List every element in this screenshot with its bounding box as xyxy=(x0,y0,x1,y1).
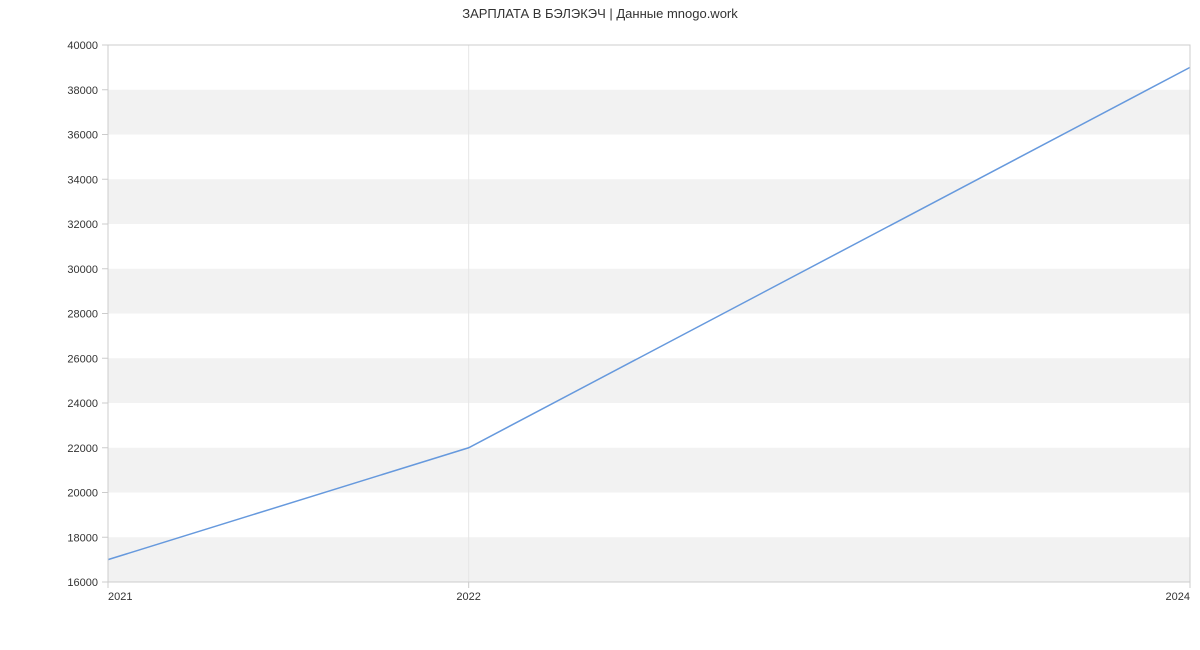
y-tick-label: 20000 xyxy=(67,488,98,500)
x-tick-label: 2024 xyxy=(1166,591,1190,603)
y-tick-label: 16000 xyxy=(67,577,98,589)
y-tick-label: 18000 xyxy=(67,532,98,544)
x-tick-label: 2021 xyxy=(108,591,132,603)
plot-band xyxy=(108,179,1190,224)
plot-band xyxy=(108,269,1190,314)
plot-band xyxy=(108,90,1190,135)
y-tick-label: 34000 xyxy=(67,174,98,186)
chart-svg: 16000 18000 20000 22000 24000 26000 28000 30000… xyxy=(0,0,1200,650)
y-tick-label: 40000 xyxy=(67,40,98,52)
plot-band xyxy=(108,448,1190,493)
y-tick-label: 28000 xyxy=(67,309,98,321)
y-tick-label: 26000 xyxy=(67,353,98,365)
plot-band xyxy=(108,358,1190,403)
y-tick-label: 38000 xyxy=(67,85,98,97)
x-tick-label: 2022 xyxy=(456,591,480,603)
salary-line-chart: ЗАРПЛАТА В БЭЛЭКЭЧ | Данные mnogo.work 1… xyxy=(0,0,1200,650)
plot-band xyxy=(108,537,1190,582)
y-tick-label: 22000 xyxy=(67,443,98,455)
y-tick-label: 36000 xyxy=(67,130,98,142)
y-tick-label: 32000 xyxy=(67,219,98,231)
y-tick-label: 24000 xyxy=(67,398,98,410)
y-tick-label: 30000 xyxy=(67,264,98,276)
